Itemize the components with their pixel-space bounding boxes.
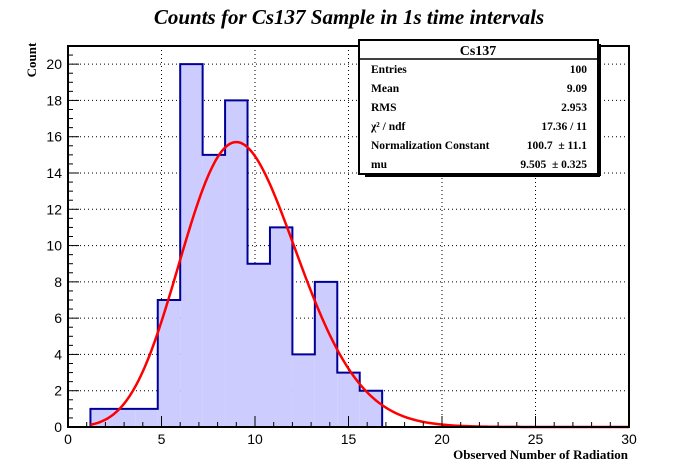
histogram-bars (90, 64, 383, 428)
stats-row-value: 2.953 (561, 102, 587, 114)
stats-box-title: Cs137 (460, 44, 497, 59)
histogram-bar (269, 227, 293, 427)
histogram-bar (247, 263, 270, 427)
y-tick-label: 16 (46, 129, 62, 145)
y-tick-label: 14 (46, 165, 62, 181)
x-axis-label: Observed Number of Radiation (453, 447, 629, 462)
x-tick-label: 30 (621, 431, 637, 447)
x-axis-ticks: 0 5 10 15 20 25 30 (64, 416, 637, 447)
stats-row-label: mu (371, 159, 388, 171)
stats-row-value: 100 (570, 64, 588, 76)
y-tick-label: 12 (46, 201, 62, 217)
histogram-bar (225, 100, 248, 427)
stats-row-value: 9.09 (567, 83, 587, 95)
y-tick-label: 18 (46, 92, 62, 108)
stats-box: Cs137 Entries 100 Mean 9.09 RMS 2.953 χ² / ndf… (358, 39, 601, 177)
stats-row-value: 17.36 / 11 (541, 121, 587, 133)
stats-row-value: 9.505 ± 0.325 (520, 159, 587, 171)
x-tick-label: 15 (341, 431, 357, 447)
y-tick-label: 10 (46, 238, 62, 254)
stats-row-label: Normalization Constant (371, 140, 490, 152)
stats-row-value: 100.7 ± 11.1 (527, 140, 588, 152)
stats-row-label: Mean (371, 83, 400, 95)
histogram-bar (135, 408, 158, 427)
histogram-bar (112, 408, 136, 427)
histogram-bar (202, 154, 226, 427)
chart-title: Counts for Cs137 Sample in 1s time inter… (154, 5, 544, 29)
y-tick-label: 2 (54, 383, 62, 399)
y-tick-label: 4 (54, 346, 62, 362)
y-tick-label: 8 (54, 274, 62, 290)
stats-row-label: χ² / ndf (370, 121, 405, 133)
x-tick-label: 20 (434, 431, 450, 447)
x-tick-label: 0 (64, 431, 72, 447)
stats-row-label: RMS (371, 102, 397, 114)
stats-row-label: Entries (371, 64, 407, 76)
histogram-bar (292, 354, 315, 427)
y-axis-ticks: 0 2 4 6 8 10 12 14 16 18 20 (46, 45, 79, 435)
y-tick-label: 6 (54, 310, 62, 326)
histogram-bar (337, 372, 360, 427)
x-tick-label: 5 (158, 431, 166, 447)
histogram-bar (157, 300, 181, 427)
histogram-bar (314, 281, 338, 427)
stats-rows: Entries 100 Mean 9.09 RMS 2.953 χ² / ndf 17.36 … (370, 64, 587, 171)
y-tick-label: 20 (46, 56, 62, 72)
x-tick-label: 10 (247, 431, 263, 447)
x-tick-label: 25 (528, 431, 544, 447)
y-tick-label: 0 (54, 419, 62, 435)
histogram-bar (180, 64, 203, 428)
y-axis-label: Count (24, 42, 39, 77)
